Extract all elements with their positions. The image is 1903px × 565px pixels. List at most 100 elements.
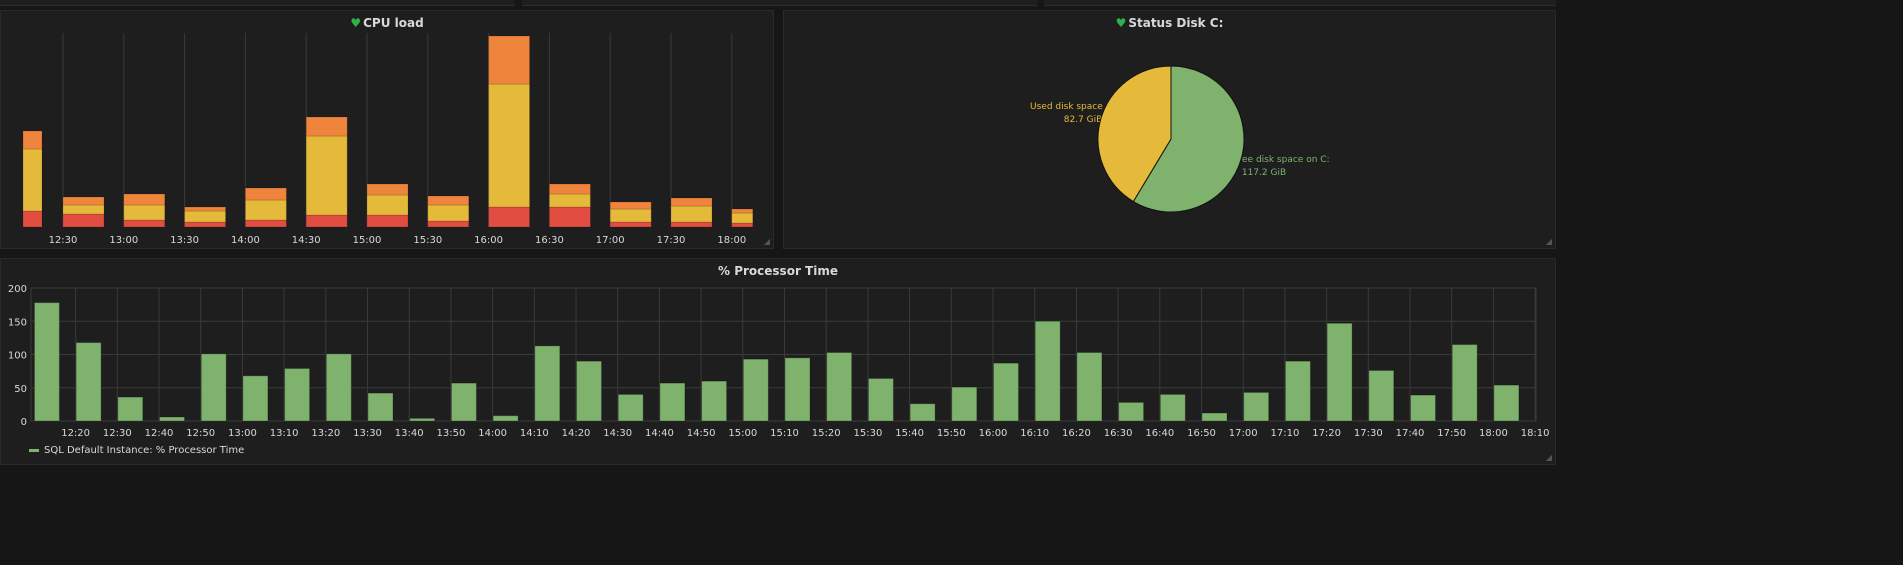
disk-status-panel: ♥ Status Disk C: Free disk space on C: 117… <box>783 10 1556 249</box>
x-tick-label: 14:10 <box>520 428 549 439</box>
bar <box>993 362 1020 422</box>
bar-segment <box>427 204 470 222</box>
bar <box>1368 369 1395 422</box>
x-tick-label: 14:00 <box>231 235 260 246</box>
bar-segment <box>670 197 713 207</box>
bar <box>1201 412 1228 422</box>
x-tick-label: 17:40 <box>1396 428 1425 439</box>
x-tick-label: 15:20 <box>812 428 841 439</box>
panel-title[interactable]: % Processor Time <box>718 264 838 278</box>
x-tick-label: 16:10 <box>1020 428 1049 439</box>
resize-handle[interactable]: ◢ <box>1545 453 1552 462</box>
x-tick-label: 16:20 <box>1062 428 1091 439</box>
x-tick-label: 16:40 <box>1145 428 1174 439</box>
x-tick-label: 13:30 <box>170 235 199 246</box>
x-tick-label: 14:30 <box>603 428 632 439</box>
resize-handle[interactable]: ◢ <box>763 237 770 246</box>
y-tick-label: 100 <box>8 351 27 362</box>
heart-icon: ♥ <box>1115 16 1127 30</box>
bar-segment <box>366 194 409 216</box>
x-tick-label: 18:10 <box>1521 428 1550 439</box>
bar-segment <box>609 221 652 228</box>
bar-segment <box>184 206 227 212</box>
bar <box>450 382 477 422</box>
bar-segment <box>548 183 591 195</box>
bar <box>242 375 269 422</box>
x-tick-label: 14:00 <box>478 428 507 439</box>
bar <box>784 357 811 422</box>
pie-label: Free disk space on C: <box>1234 155 1330 165</box>
x-tick-label: 17:20 <box>1312 428 1341 439</box>
x-tick-label: 15:40 <box>895 428 924 439</box>
bar <box>492 415 519 422</box>
bar-segment <box>670 221 713 228</box>
pie-slice <box>1097 65 1172 203</box>
bar-segment <box>670 205 713 223</box>
bar-segment <box>731 222 754 228</box>
bar-segment <box>609 201 652 210</box>
bar <box>617 393 644 422</box>
x-tick-label: 12:20 <box>61 428 90 439</box>
panel-stub <box>522 0 1037 6</box>
x-tick-label: 13:50 <box>437 428 466 439</box>
bar-segment <box>184 221 227 228</box>
pie-label: Used disk space on C: <box>1030 102 1129 112</box>
bar-segment <box>244 219 287 228</box>
bar <box>159 416 186 422</box>
bar <box>909 403 936 422</box>
bar <box>867 377 894 422</box>
pie-value-label: 82.7 GiB <box>1064 115 1103 125</box>
bar-segment <box>366 183 409 196</box>
x-tick-label: 15:50 <box>937 428 966 439</box>
x-tick-label: 13:20 <box>311 428 340 439</box>
heart-icon: ♥ <box>350 16 362 30</box>
x-tick-label: 15:30 <box>413 235 442 246</box>
bar-segment <box>366 214 409 228</box>
bar-segment <box>548 193 591 208</box>
panel-stub <box>0 0 515 6</box>
legend-item[interactable]: SQL Default Instance: % Processor Time <box>29 445 244 456</box>
panel-title[interactable]: ♥ Status Disk C: <box>1115 16 1224 30</box>
bar <box>325 353 352 422</box>
bar-segment <box>22 130 43 150</box>
disk-pie-chart: Free disk space on C: 117.2 GiB Used disk … <box>1030 65 1330 213</box>
cpu-load-chart: 12:30 13:00 13:30 14:00 14:30 15:00 15:30 16:00… <box>22 33 754 246</box>
bar-segment <box>488 206 531 228</box>
panel-title[interactable]: ♥ CPU load <box>350 16 424 30</box>
x-tick-label: 18:00 <box>1479 428 1508 439</box>
bar-segment <box>731 212 754 224</box>
resize-handle[interactable]: ◢ <box>1545 237 1552 246</box>
x-tick-label: 16:00 <box>979 428 1008 439</box>
x-tick-label: 17:30 <box>657 235 686 246</box>
bar <box>409 417 436 422</box>
bar <box>1326 322 1353 422</box>
y-tick-label: 150 <box>8 317 27 328</box>
x-tick-label: 17:10 <box>1271 428 1300 439</box>
x-tick-label: 12:30 <box>49 235 78 246</box>
bar-segment <box>548 206 591 228</box>
bar <box>75 342 102 422</box>
pie-slice <box>1132 65 1245 213</box>
bar-segment <box>305 116 348 137</box>
bar <box>1159 393 1186 422</box>
bar <box>1284 360 1311 422</box>
bar <box>742 358 769 422</box>
bar-segment <box>123 219 166 228</box>
bar-segment <box>244 199 287 221</box>
bar <box>117 396 144 422</box>
processor-time-panel: % Processor Time 0 50 100 150 200 12:20 12:30 1… <box>0 258 1556 465</box>
x-tick-label: 13:40 <box>395 428 424 439</box>
bar-segment <box>22 210 43 228</box>
x-tick-label: 14:20 <box>562 428 591 439</box>
y-tick-label: 200 <box>8 284 27 295</box>
bar <box>1118 401 1145 422</box>
x-tick-label: 13:10 <box>270 428 299 439</box>
x-tick-label: 18:00 <box>717 235 746 246</box>
x-tick-label: 15:00 <box>353 235 382 246</box>
bar <box>951 386 978 422</box>
bar-segment <box>305 214 348 228</box>
bar-segment <box>22 148 43 212</box>
x-tick-label: 14:40 <box>645 428 674 439</box>
bar-segment <box>427 195 470 206</box>
bar-segment <box>731 208 754 214</box>
